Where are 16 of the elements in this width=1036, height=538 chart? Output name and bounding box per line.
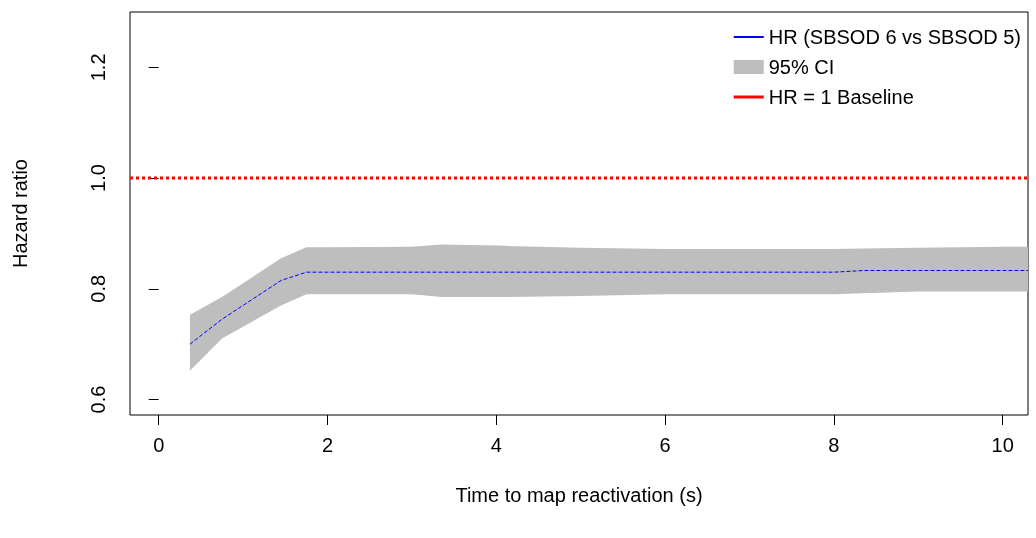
line-series — [189, 270, 1029, 345]
x-tick-label: 4 — [490, 434, 502, 456]
y-tick-label: 1.2 — [87, 53, 109, 82]
legend-label: HR (SBSOD 6 vs SBSOD 5) — [768, 26, 1022, 48]
x-tick-label: 10 — [991, 434, 1014, 456]
x-tick-label: 6 — [659, 434, 671, 456]
x-tick-label: 8 — [828, 434, 840, 456]
y-axis-title: Hazard ratio — [9, 159, 31, 268]
y-tick-label: 0.8 — [87, 274, 109, 303]
y-tick-label: 1.0 — [87, 164, 109, 192]
annotation: 95% CI — [768, 56, 835, 78]
legend-label: HR = 1 Baseline — [768, 86, 914, 108]
x-tick-label: 0 — [153, 434, 165, 456]
x-axis-title: Time to map reactivation (s) — [455, 484, 703, 506]
y-tick-label: 0.6 — [87, 385, 109, 414]
x-tick-label: 2 — [321, 434, 334, 456]
